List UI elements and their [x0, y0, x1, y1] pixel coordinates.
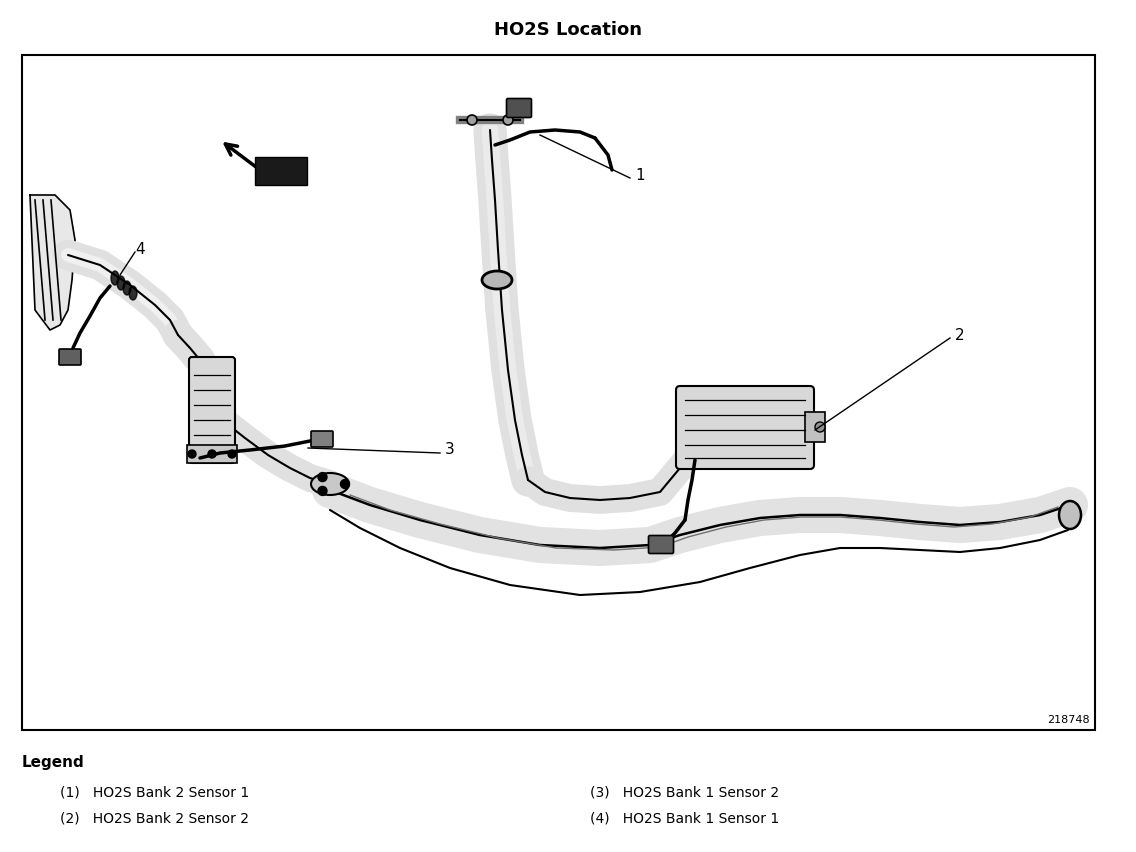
FancyBboxPatch shape — [676, 386, 815, 469]
FancyBboxPatch shape — [649, 536, 674, 554]
Ellipse shape — [123, 281, 131, 295]
FancyBboxPatch shape — [189, 357, 235, 463]
Bar — [187, 445, 237, 463]
Ellipse shape — [1059, 501, 1081, 529]
Ellipse shape — [111, 271, 119, 285]
Ellipse shape — [311, 473, 349, 495]
FancyBboxPatch shape — [59, 349, 81, 365]
Text: 1: 1 — [635, 168, 645, 182]
Text: (4)   HO2S Bank 1 Sensor 1: (4) HO2S Bank 1 Sensor 1 — [590, 811, 779, 825]
Text: 3: 3 — [445, 442, 454, 458]
Circle shape — [815, 422, 825, 432]
Text: Legend: Legend — [22, 755, 85, 769]
Circle shape — [318, 486, 327, 495]
Ellipse shape — [482, 271, 512, 289]
Bar — [254, 157, 307, 185]
Ellipse shape — [130, 286, 137, 300]
Text: 2: 2 — [955, 327, 964, 343]
Circle shape — [341, 480, 350, 488]
Circle shape — [228, 450, 236, 458]
Circle shape — [187, 450, 197, 458]
Text: (3)   HO2S Bank 1 Sensor 2: (3) HO2S Bank 1 Sensor 2 — [590, 786, 779, 800]
Circle shape — [208, 450, 216, 458]
FancyBboxPatch shape — [311, 431, 333, 447]
Text: (1)   HO2S Bank 2 Sensor 1: (1) HO2S Bank 2 Sensor 1 — [60, 786, 249, 800]
Text: 4: 4 — [135, 243, 144, 257]
Text: (2)   HO2S Bank 2 Sensor 2: (2) HO2S Bank 2 Sensor 2 — [60, 811, 249, 825]
Bar — [22, 55, 1095, 730]
Circle shape — [467, 115, 477, 125]
Bar — [805, 412, 825, 442]
Circle shape — [503, 115, 513, 125]
Circle shape — [318, 473, 327, 481]
Ellipse shape — [117, 276, 125, 290]
FancyBboxPatch shape — [507, 99, 532, 118]
Polygon shape — [30, 195, 75, 330]
Text: HO2S Location: HO2S Location — [494, 21, 642, 39]
Text: 218748: 218748 — [1047, 715, 1091, 725]
